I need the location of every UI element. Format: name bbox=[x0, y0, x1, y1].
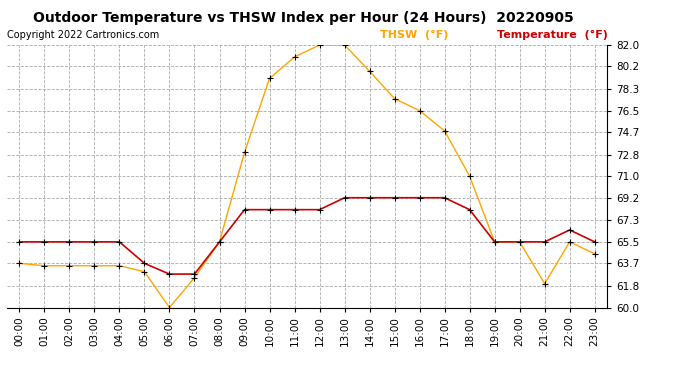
Text: Temperature  (°F): Temperature (°F) bbox=[497, 30, 608, 40]
Text: Copyright 2022 Cartronics.com: Copyright 2022 Cartronics.com bbox=[7, 30, 159, 40]
Text: THSW  (°F): THSW (°F) bbox=[380, 30, 448, 40]
Text: Outdoor Temperature vs THSW Index per Hour (24 Hours)  20220905: Outdoor Temperature vs THSW Index per Ho… bbox=[33, 11, 574, 25]
